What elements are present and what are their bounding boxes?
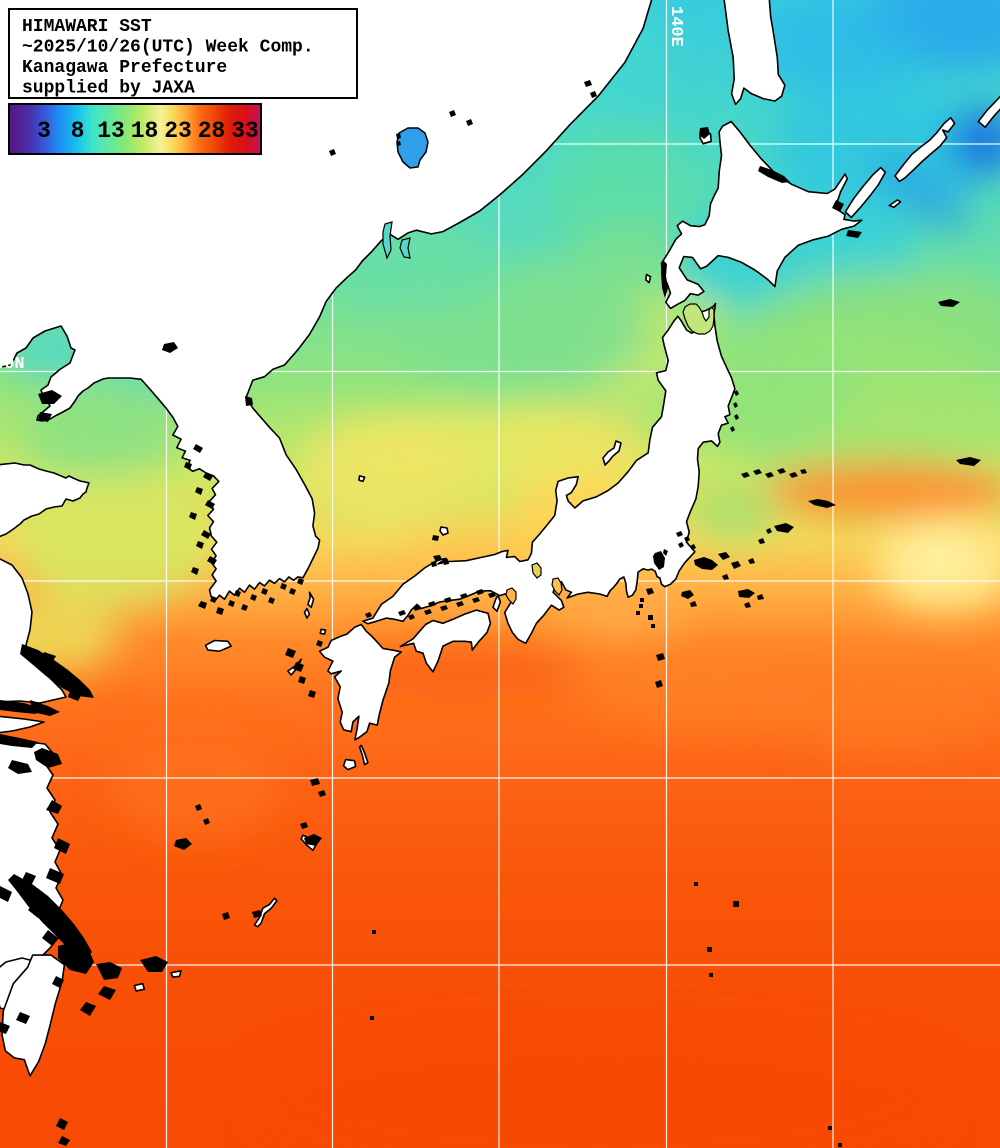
svg-text:140E: 140E xyxy=(666,6,685,47)
svg-text:8: 8 xyxy=(71,118,85,144)
svg-text:23: 23 xyxy=(164,118,192,144)
svg-text:40N: 40N xyxy=(0,355,25,374)
svg-text:~2025/10/26(UTC) Week Comp.: ~2025/10/26(UTC) Week Comp. xyxy=(22,38,314,58)
svg-text:3: 3 xyxy=(37,118,51,144)
svg-text:supplied by JAXA: supplied by JAXA xyxy=(22,79,195,99)
svg-text:33: 33 xyxy=(231,118,259,144)
svg-text:Kanagawa Prefecture: Kanagawa Prefecture xyxy=(22,58,227,78)
svg-text:HIMAWARI SST: HIMAWARI SST xyxy=(22,17,152,37)
svg-text:13: 13 xyxy=(97,118,125,144)
svg-text:28: 28 xyxy=(198,118,226,144)
svg-text:18: 18 xyxy=(131,118,159,144)
